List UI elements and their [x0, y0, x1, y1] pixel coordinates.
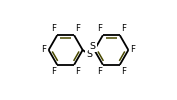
- Text: F: F: [75, 24, 80, 33]
- Text: F: F: [75, 67, 80, 76]
- Text: S: S: [90, 42, 96, 51]
- Text: F: F: [130, 46, 136, 54]
- Text: F: F: [41, 46, 47, 54]
- Text: F: F: [121, 67, 126, 76]
- Text: F: F: [97, 67, 102, 76]
- Text: S: S: [86, 50, 92, 59]
- Text: F: F: [51, 67, 56, 76]
- Text: F: F: [97, 24, 102, 33]
- Text: F: F: [121, 24, 126, 33]
- Text: F: F: [51, 24, 56, 33]
